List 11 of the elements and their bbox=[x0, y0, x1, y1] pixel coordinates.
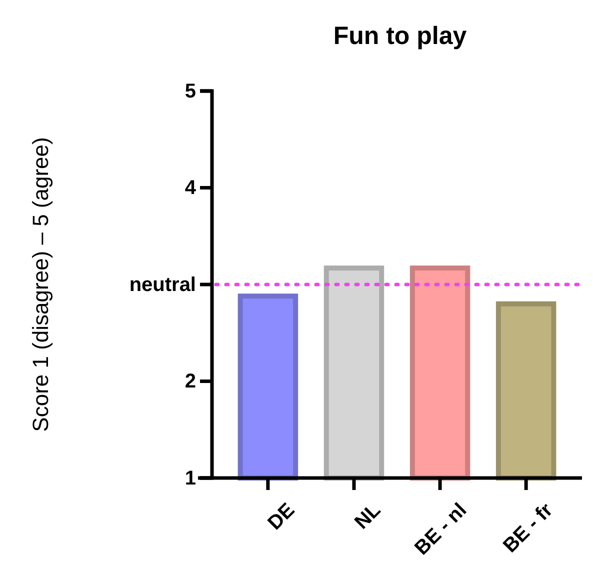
y-axis-title: Score 1 (disagree) – 5 (agree) bbox=[28, 137, 53, 432]
y-tick-label: 5 bbox=[184, 80, 196, 102]
chart-title: Fun to play bbox=[333, 22, 467, 50]
y-tick-label: 4 bbox=[184, 177, 197, 200]
y-tick-label: 2 bbox=[184, 370, 196, 393]
x-tick-label: DE bbox=[264, 499, 300, 534]
y-tick-label: neutral bbox=[129, 274, 196, 296]
x-tick-label: BE - nl bbox=[410, 499, 472, 560]
y-tick-label: 1 bbox=[184, 467, 196, 490]
x-tick-label: BE - fr bbox=[499, 499, 558, 558]
x-tick-label: NL bbox=[350, 499, 386, 534]
